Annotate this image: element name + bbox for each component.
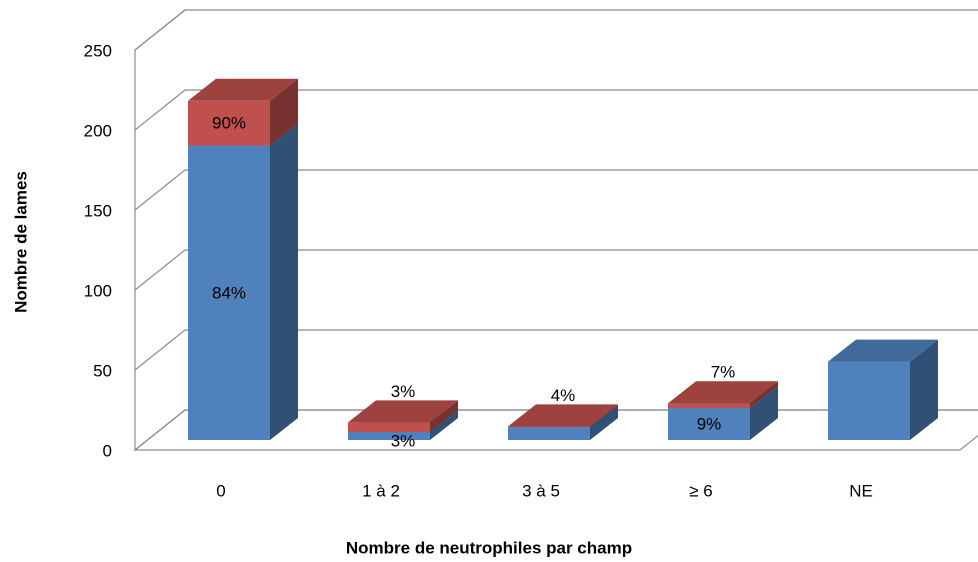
x-tick-label: 1 à 2 — [362, 481, 400, 500]
grid-line — [134, 89, 978, 131]
y-axis-title: Nombre de lames — [11, 171, 30, 313]
data-label: 90% — [212, 114, 246, 133]
y-tick-label: 100 — [84, 281, 112, 300]
y-tick-label: 0 — [103, 441, 112, 460]
bar-side — [430, 400, 458, 432]
bar-side — [270, 123, 298, 440]
bar-side — [590, 405, 618, 440]
bar-side — [910, 339, 938, 440]
bar — [188, 145, 270, 440]
bar — [828, 361, 910, 440]
bar — [508, 426, 590, 428]
bar — [508, 427, 590, 440]
bar — [668, 408, 750, 440]
x-tick-label: NE — [849, 481, 873, 500]
y-tick-label: 50 — [93, 361, 112, 380]
bar-top — [188, 78, 298, 101]
y-tick-label: 150 — [84, 201, 112, 220]
bar-top — [668, 381, 778, 404]
bar-top — [828, 339, 938, 362]
y-tick-label: 200 — [84, 121, 112, 140]
bar-side — [590, 404, 618, 428]
data-label: 84% — [212, 283, 246, 302]
bar — [348, 422, 430, 432]
grid-line — [134, 9, 978, 51]
x-axis-title: Nombre de neutrophiles par champ — [346, 538, 632, 557]
bar-side — [750, 386, 778, 440]
grid-line — [134, 169, 978, 211]
bar — [668, 403, 750, 408]
x-tick-label: 3 à 5 — [522, 481, 560, 500]
data-label: 7% — [711, 363, 736, 382]
grid-line — [134, 329, 978, 371]
y-tick-label: 250 — [84, 41, 112, 60]
left-wall — [134, 9, 186, 450]
grid-line — [134, 249, 978, 291]
x-tick-label: 0 — [216, 481, 225, 500]
bar-side — [270, 78, 298, 146]
bar-side — [430, 410, 458, 440]
bar-top — [348, 400, 458, 423]
data-label: 3% — [391, 382, 416, 401]
bar — [348, 432, 430, 440]
bar-side — [750, 381, 778, 408]
bar-top — [508, 404, 618, 427]
data-label: 4% — [551, 386, 576, 405]
x-tick-label: ≥ 6 — [689, 481, 713, 500]
bar — [188, 100, 270, 146]
data-label: 9% — [697, 414, 722, 433]
data-label: 3% — [391, 431, 416, 450]
